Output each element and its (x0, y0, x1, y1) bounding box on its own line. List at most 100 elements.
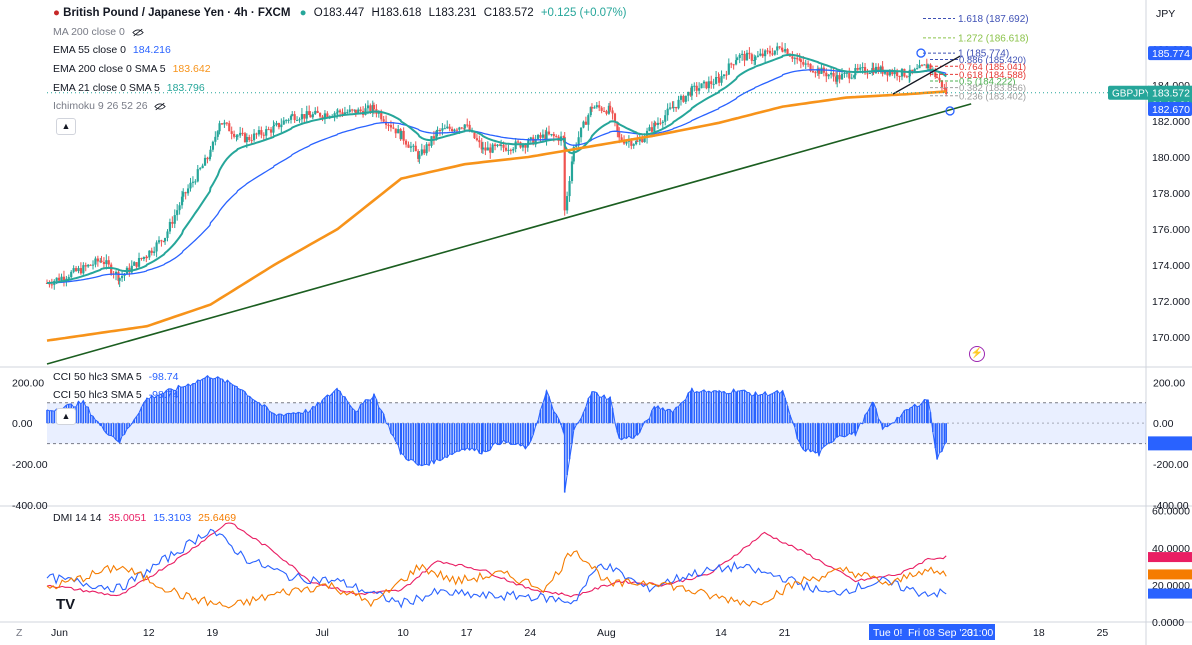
candle-body[interactable] (236, 135, 239, 137)
candle-body[interactable] (142, 256, 145, 259)
candle-body[interactable] (272, 124, 276, 127)
candle-body[interactable] (493, 144, 497, 147)
candle-body[interactable] (79, 268, 83, 274)
candle-body[interactable] (326, 113, 329, 118)
candle-body[interactable] (235, 135, 238, 137)
candle-body[interactable] (771, 53, 774, 55)
candle-body[interactable] (666, 108, 669, 116)
candle-body[interactable] (366, 105, 370, 109)
candle-body[interactable] (891, 71, 894, 75)
candle-body[interactable] (272, 126, 275, 133)
candle-body[interactable] (166, 231, 169, 238)
candle-body[interactable] (441, 128, 444, 131)
candle-body[interactable] (817, 68, 821, 74)
axes[interactable]: 170.000172.000174.000176.000178.000180.0… (12, 8, 1192, 640)
candle-body[interactable] (893, 70, 896, 75)
overlay-ma200[interactable]: MA 200 close 0 (53, 26, 144, 38)
candle-body[interactable] (291, 114, 294, 116)
candle-body[interactable] (180, 196, 184, 206)
candle-body[interactable] (730, 63, 733, 65)
candle-body[interactable] (377, 112, 380, 114)
candle-body[interactable] (712, 83, 715, 85)
candle-body[interactable] (545, 131, 548, 140)
candle-body[interactable] (938, 77, 941, 81)
candle-body[interactable] (595, 105, 598, 108)
candle-body[interactable] (359, 109, 362, 112)
candle-body[interactable] (176, 210, 179, 216)
candle-body[interactable] (714, 77, 718, 84)
candle-body[interactable] (781, 50, 784, 52)
candle-body[interactable] (732, 64, 735, 66)
candle-body[interactable] (718, 77, 721, 83)
candle-body[interactable] (118, 278, 121, 281)
candle-body[interactable] (539, 134, 542, 138)
candle-body[interactable] (632, 144, 635, 146)
candle-body[interactable] (208, 156, 211, 160)
candle-body[interactable] (664, 115, 667, 122)
candle-body[interactable] (753, 60, 756, 62)
candle-body[interactable] (371, 104, 374, 112)
candle-body[interactable] (590, 107, 594, 109)
candle-body[interactable] (741, 53, 744, 55)
candle-body[interactable] (481, 147, 485, 150)
candle-body[interactable] (896, 70, 899, 77)
candle-body[interactable] (223, 122, 226, 125)
candle-body[interactable] (84, 265, 87, 267)
candle-body[interactable] (402, 130, 405, 141)
price-tag-fib-low[interactable]: 182.670 (1152, 104, 1190, 116)
candle-body[interactable] (698, 88, 701, 91)
candle-body[interactable] (945, 88, 948, 95)
candle-body[interactable] (516, 141, 520, 143)
candle-body[interactable] (536, 134, 540, 140)
candle-body[interactable] (845, 72, 848, 74)
candle-body[interactable] (784, 49, 787, 52)
candle-body[interactable] (607, 105, 611, 114)
candle-body[interactable] (245, 136, 248, 143)
candle-body[interactable] (552, 134, 555, 137)
candle-body[interactable] (579, 127, 583, 138)
candle-body[interactable] (323, 113, 327, 118)
candle-body[interactable] (738, 54, 741, 59)
candle-body[interactable] (72, 268, 75, 272)
candle-body[interactable] (357, 109, 360, 114)
candle-body[interactable] (791, 56, 794, 59)
candle-body[interactable] (218, 123, 221, 132)
candle-body[interactable] (761, 53, 764, 57)
candle-body[interactable] (468, 124, 471, 132)
candle-body[interactable] (920, 65, 924, 67)
candle-body[interactable] (547, 131, 551, 135)
overlay-ema55[interactable]: EMA 55 close 0 184.216 (53, 44, 175, 56)
lightning-icon[interactable]: ⚡ (969, 346, 985, 362)
candle-body[interactable] (450, 128, 454, 132)
candle-body[interactable] (793, 57, 796, 59)
price-tag-fib-top[interactable]: 185.774 (1152, 48, 1190, 60)
candle-body[interactable] (389, 125, 393, 128)
candle-body[interactable] (496, 144, 499, 147)
candle-body[interactable] (883, 71, 887, 74)
candle-body[interactable] (400, 130, 403, 140)
candle-body[interactable] (466, 124, 469, 126)
candle-body[interactable] (105, 260, 108, 265)
candle-body[interactable] (641, 139, 644, 143)
candle-body[interactable] (908, 76, 911, 78)
candle-body[interactable] (913, 68, 916, 72)
cci-pane[interactable] (46, 375, 1146, 493)
candle-body[interactable] (593, 107, 596, 109)
candle-body[interactable] (836, 75, 839, 82)
candle-body[interactable] (380, 112, 383, 120)
candle-body[interactable] (280, 124, 283, 128)
candle-body[interactable] (916, 68, 919, 70)
candle-body[interactable] (298, 119, 301, 121)
candle-body[interactable] (888, 71, 891, 76)
ema200-line[interactable] (46, 90, 947, 342)
candle-body[interactable] (929, 64, 932, 71)
candle-body[interactable] (613, 113, 617, 122)
fib-anchor-handle[interactable] (945, 106, 955, 116)
candle-body[interactable] (672, 106, 675, 108)
cci-legend[interactable]: CCI 50 hlc3 SMA 5 -98.74 (53, 371, 182, 383)
candle-body[interactable] (171, 221, 174, 224)
candle-body[interactable] (277, 123, 281, 128)
candle-body[interactable] (91, 264, 95, 266)
candle-body[interactable] (722, 74, 726, 77)
candle-body[interactable] (689, 91, 692, 96)
